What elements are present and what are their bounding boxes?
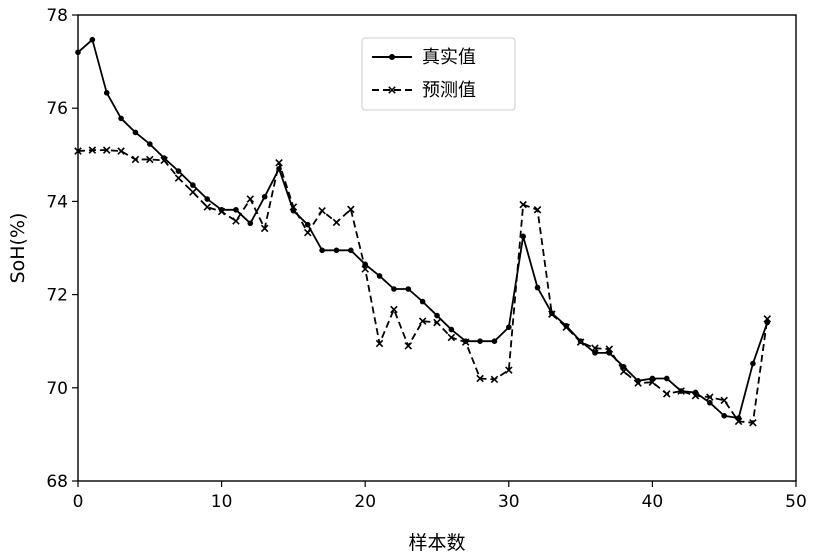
- data-point-real: [348, 248, 354, 254]
- data-point-real: [449, 327, 455, 333]
- data-point-predicted: [175, 175, 181, 181]
- data-point-real: [420, 299, 426, 305]
- y-axis-title: SoH(%): [7, 213, 29, 284]
- y-tick-label: 72: [46, 286, 68, 306]
- data-point-real: [233, 207, 239, 213]
- y-tick-label: 70: [46, 379, 68, 399]
- data-point-real: [90, 37, 96, 43]
- data-point-real: [492, 338, 498, 344]
- data-point-real: [305, 222, 311, 228]
- data-point-real: [262, 194, 268, 200]
- data-point-real: [750, 361, 756, 367]
- x-tick-label: 40: [642, 492, 664, 512]
- data-point-real: [190, 182, 196, 188]
- data-point-real: [664, 376, 670, 382]
- data-point-real: [477, 338, 483, 344]
- data-point-real: [391, 286, 397, 292]
- x-tick-label: 0: [73, 492, 84, 512]
- data-point-real: [334, 248, 340, 254]
- data-point-predicted: [233, 218, 239, 224]
- data-point-real: [721, 413, 727, 419]
- data-point-predicted: [319, 208, 325, 214]
- x-axis-title: 样本数: [408, 532, 465, 554]
- data-point-real: [535, 285, 541, 291]
- data-point-real: [133, 130, 139, 136]
- data-point-predicted: [132, 156, 138, 162]
- data-point-real: [707, 400, 713, 406]
- legend: 真实值 预测值: [362, 38, 515, 110]
- data-point-real: [405, 286, 411, 292]
- data-point-real: [319, 248, 325, 254]
- data-point-predicted: [305, 229, 311, 235]
- x-tick-label: 10: [211, 492, 233, 512]
- y-tick-label: 76: [46, 99, 68, 119]
- y-tick-label: 68: [46, 472, 68, 492]
- x-tick-label: 50: [785, 492, 807, 512]
- data-point-real: [377, 273, 383, 279]
- x-tick-label: 20: [354, 492, 376, 512]
- data-point-predicted: [333, 219, 339, 225]
- data-point-predicted: [247, 196, 253, 202]
- x-tick-label: 30: [498, 492, 520, 512]
- data-point-real: [147, 141, 153, 147]
- y-tick-label: 74: [46, 192, 68, 212]
- y-tick-label: 78: [46, 6, 68, 26]
- legend-label-predicted: 预测值: [422, 80, 476, 101]
- legend-marker-real: [389, 54, 395, 60]
- data-point-real: [248, 221, 254, 227]
- data-point-real: [434, 313, 440, 319]
- data-point-predicted: [190, 189, 196, 195]
- series-line-predicted: [78, 150, 767, 423]
- legend-label-real: 真实值: [422, 47, 476, 68]
- data-point-real: [118, 116, 124, 122]
- data-point-real: [204, 196, 210, 202]
- data-point-predicted: [118, 148, 124, 154]
- data-point-real: [104, 90, 110, 96]
- series-predicted: [75, 147, 771, 426]
- data-point-real: [506, 324, 512, 330]
- data-point-real: [176, 168, 182, 174]
